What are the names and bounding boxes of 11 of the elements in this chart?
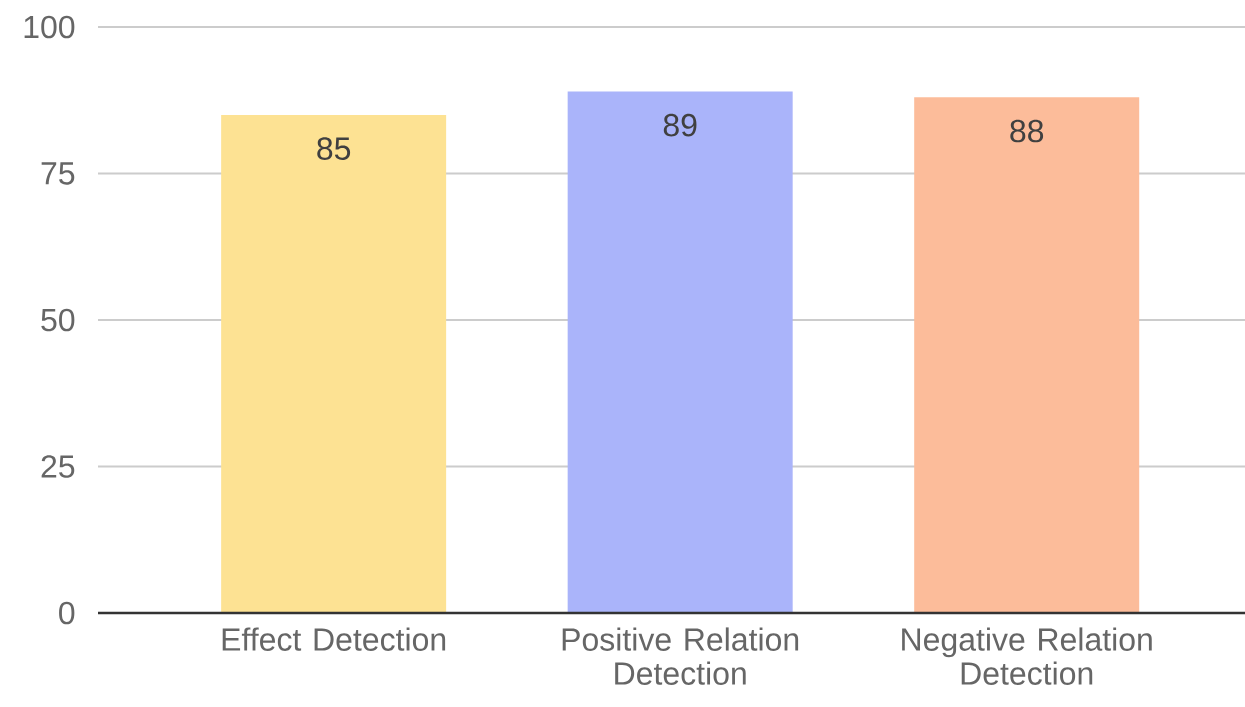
data-label: 88	[1010, 119, 1044, 143]
y-tick-label: 50	[41, 308, 75, 332]
data-label: 89	[663, 113, 697, 137]
x-tick-label: Negative Relation Detection	[902, 627, 1152, 685]
y-tick-label: 25	[41, 455, 75, 478]
x-tick-label: Effect Detection	[222, 627, 446, 651]
y-tick-label: 75	[41, 162, 75, 185]
x-tick-label: Positive Relation Detection	[562, 627, 799, 685]
data-label: 85	[317, 137, 351, 160]
y-tick-label: 0	[59, 601, 75, 625]
y-tick-label: 100	[24, 15, 75, 39]
